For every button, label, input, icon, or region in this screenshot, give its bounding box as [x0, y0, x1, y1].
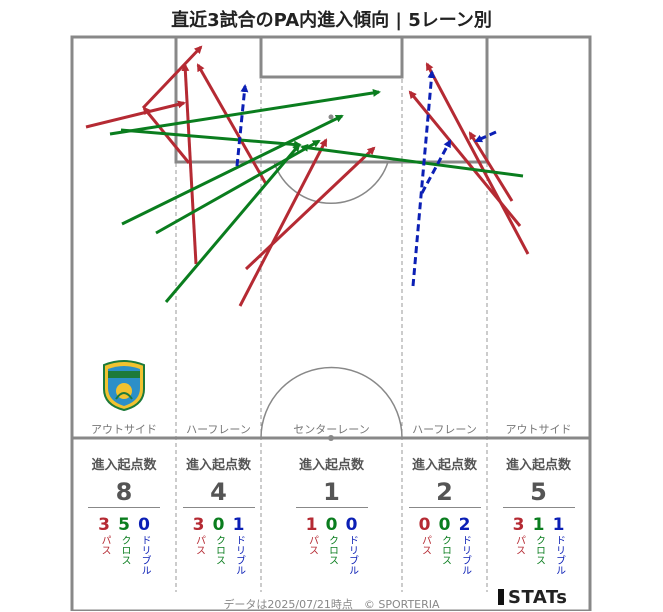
stat-cross-count: 0 [212, 515, 225, 535]
pass-arrow-10 [468, 131, 514, 202]
stat-pass-label: パス [513, 535, 525, 555]
stat-pass-count: 3 [512, 515, 525, 535]
stat-dribble-label: ドリブル [346, 535, 358, 575]
stat-cross-label: クロス [119, 535, 130, 565]
stat-dribble-label: ドリブル [553, 535, 565, 575]
pass-arrow-5 [244, 146, 376, 271]
stat-rule-1 [88, 507, 160, 508]
stat-pass-label: パス [419, 535, 431, 555]
pass-arrow-2 [141, 45, 203, 110]
pass-arrow-3 [181, 63, 198, 265]
dribble-arrow-17 [235, 84, 249, 167]
dribble-arrow-19 [420, 139, 452, 194]
stat-cross-label: クロス [213, 535, 225, 565]
stat-dribble-label: ドリブル [139, 535, 150, 575]
brand-logo: STATs [498, 587, 567, 608]
stat-cross-count: 5 [118, 515, 130, 535]
stat-cross-3: 0 クロス [323, 515, 341, 565]
stat-pass-5: 3 パス [510, 515, 528, 555]
stat-pass-label: パス [193, 535, 205, 555]
entry-arrows [85, 45, 530, 307]
stat-dribble-5: 1 ドリブル [550, 515, 568, 575]
stat-pass-label: パス [306, 535, 318, 555]
lane-label-3: センターレーン [293, 423, 370, 436]
stat-pass-label: パス [99, 535, 110, 555]
stat-pass-3: 1 パス [303, 515, 321, 555]
lane-label-5: アウトサイド [505, 423, 572, 436]
chart-title: 直近3試合のPA内進入傾向 | 5レーン別 [171, 10, 492, 31]
stat-cross-count: 0 [438, 515, 451, 535]
cross-arrow-11 [109, 88, 381, 136]
center-circle [260, 366, 403, 439]
stat-cross-5: 1 クロス [530, 515, 548, 565]
stat-cross-label: クロス [439, 535, 451, 565]
stat-rule-2 [182, 507, 255, 508]
center-spot [328, 435, 334, 441]
pass-arrow-9 [408, 90, 522, 227]
club-crest-icon [103, 360, 145, 411]
cross-arrow-13 [155, 139, 321, 235]
stat-heading-2: 進入起点数 [185, 458, 251, 473]
stat-pass-4: 0 パス [416, 515, 434, 555]
penalty-arc [273, 161, 389, 205]
stat-dribble-count: 1 [232, 515, 245, 535]
goal-area [259, 35, 404, 79]
stat-cross-label: クロス [326, 535, 338, 565]
pass-arrow-4 [196, 63, 268, 185]
stat-dribble-3: 0 ドリブル [343, 515, 361, 575]
lane-label-2: ハーフレーン [186, 423, 251, 436]
brand-text: STATs [508, 587, 568, 608]
stat-cross-count: 1 [532, 515, 545, 535]
footer-note: データは2025/07/21時点 © SPORTERIA [223, 598, 440, 611]
stat-cross-1: 5 クロス [115, 515, 133, 565]
stat-cross-4: 0 クロス [436, 515, 454, 565]
stat-dribble-count: 2 [458, 515, 471, 535]
stat-total-3: 1 [323, 478, 340, 506]
stat-rule-4 [408, 507, 481, 508]
dribble-arrow-20 [474, 130, 497, 143]
stat-dribble-count: 0 [138, 515, 150, 535]
stat-heading-5: 進入起点数 [505, 458, 571, 473]
stat-total-2: 4 [210, 478, 227, 506]
stat-heading-4: 進入起点数 [411, 458, 477, 473]
cross-arrow-14 [164, 143, 301, 303]
stat-dribble-label: ドリブル [233, 535, 245, 575]
cross-arrow-12 [121, 114, 344, 226]
cross-arrow-15 [120, 128, 302, 149]
stat-pass-1: 3 パス [95, 515, 113, 555]
brand-mark-icon [498, 589, 504, 605]
stat-dribble-count: 0 [345, 515, 358, 535]
stat-pass-count: 3 [192, 515, 205, 535]
stat-dribble-1: 0 ドリブル [135, 515, 153, 575]
lane-label-1: アウトサイド [91, 423, 157, 436]
stat-heading-3: 進入起点数 [298, 458, 364, 473]
pass-arrow-8 [425, 62, 530, 255]
stat-total-5: 5 [530, 478, 547, 506]
cross-arrow-16 [300, 143, 524, 178]
pass-arrow-7 [142, 106, 191, 164]
pass-arrow-6 [238, 138, 328, 307]
pass-arrow-1 [85, 100, 186, 129]
penalty-spot [328, 114, 334, 120]
dribble-arrow-18 [411, 70, 436, 287]
stat-cross-2: 0 クロス [210, 515, 228, 565]
stat-dribble-2: 1 ドリブル [230, 515, 248, 575]
stat-dribble-4: 2 ドリブル [456, 515, 474, 575]
lane-label-4: ハーフレーン [412, 423, 477, 436]
stat-pass-count: 0 [418, 515, 431, 535]
stat-cross-count: 0 [325, 515, 338, 535]
stat-pass-count: 3 [98, 515, 110, 535]
stat-dribble-label: ドリブル [459, 535, 471, 575]
stat-total-1: 8 [115, 478, 133, 506]
stat-cross-label: クロス [533, 535, 545, 565]
stat-total-4: 2 [436, 478, 453, 506]
stat-dribble-count: 1 [552, 515, 565, 535]
stat-pass-2: 3 パス [190, 515, 208, 555]
stat-heading-1: 進入起点数 [91, 458, 157, 473]
stat-rule-5 [502, 507, 575, 508]
stat-rule-3 [295, 507, 368, 508]
stat-pass-count: 1 [305, 515, 318, 535]
